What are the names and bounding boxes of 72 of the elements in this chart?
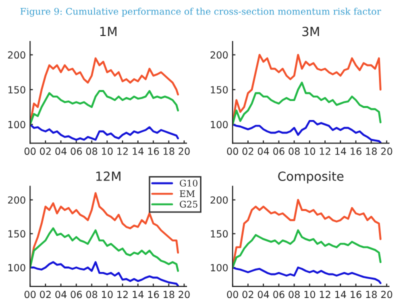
x-tick-label: 14 bbox=[335, 148, 346, 155]
line-series bbox=[30, 227, 179, 272]
y-tick-label: 200 bbox=[8, 51, 26, 59]
x-tick-label: 04 bbox=[55, 290, 67, 298]
x-tick-label: 18 bbox=[366, 148, 377, 155]
x-tick-label: 00 bbox=[227, 148, 238, 155]
line-series bbox=[30, 90, 179, 126]
x-tick-label: 02 bbox=[40, 290, 51, 298]
x-tick-label: 08 bbox=[288, 148, 300, 155]
x-tick-label: 12 bbox=[117, 148, 128, 155]
x-tick-label: 04 bbox=[55, 148, 67, 155]
x-tick-label: 02 bbox=[242, 148, 254, 155]
y-tick-label: 200 bbox=[8, 196, 26, 204]
line-series bbox=[232, 82, 382, 126]
x-tick-label: 08 bbox=[86, 290, 98, 298]
y-tick-label: 100 bbox=[8, 264, 26, 272]
x-tick-label: 06 bbox=[70, 290, 82, 298]
line-series bbox=[30, 123, 179, 141]
x-tick-label: 18 bbox=[164, 148, 174, 155]
x-tick-label: 20 bbox=[381, 148, 392, 155]
x-tick-label: 00 bbox=[24, 148, 36, 155]
y-tick-label: 150 bbox=[8, 86, 26, 94]
x-tick-label: 16 bbox=[148, 290, 159, 298]
x-tick-label: 14 bbox=[132, 148, 144, 155]
x-tick-label: 06 bbox=[70, 148, 82, 155]
x-tick-label: 04 bbox=[258, 290, 270, 298]
x-tick-label: 02 bbox=[40, 148, 51, 155]
x-tick-label: 12 bbox=[320, 290, 330, 298]
x-tick-label: 10 bbox=[102, 148, 113, 155]
x-tick-label: 10 bbox=[304, 290, 316, 298]
line-series bbox=[232, 266, 382, 284]
x-tick-label: 00 bbox=[24, 290, 36, 298]
x-tick-label: 16 bbox=[350, 290, 362, 298]
y-tick-label: 150 bbox=[210, 86, 228, 94]
line-series bbox=[232, 229, 382, 268]
y-tick-label: 200 bbox=[210, 196, 228, 204]
x-tick-label: 14 bbox=[335, 290, 346, 298]
chart-title: 1M bbox=[100, 26, 116, 36]
chart-title: 3M bbox=[302, 26, 319, 36]
x-tick-label: 12 bbox=[117, 290, 128, 298]
y-tick-label: 100 bbox=[8, 120, 26, 128]
legend-label: EM bbox=[180, 190, 195, 197]
x-tick-label: 10 bbox=[102, 290, 113, 298]
y-tick-label: 100 bbox=[210, 120, 228, 128]
y-tick-label: 150 bbox=[210, 230, 228, 238]
x-tick-label: 12 bbox=[320, 148, 330, 155]
x-tick-label: 10 bbox=[304, 148, 316, 155]
x-tick-label: 16 bbox=[350, 148, 362, 155]
legend-label: G25 bbox=[180, 200, 198, 208]
x-tick-label: 16 bbox=[148, 148, 159, 155]
x-tick-label: 00 bbox=[227, 290, 238, 298]
x-tick-label: 08 bbox=[86, 148, 98, 155]
x-tick-label: 20 bbox=[381, 290, 392, 298]
line-series bbox=[232, 120, 382, 144]
line-series bbox=[30, 261, 179, 286]
x-tick-label: 08 bbox=[288, 290, 300, 298]
x-tick-label: 14 bbox=[132, 290, 144, 298]
x-tick-label: 20 bbox=[178, 290, 190, 298]
x-tick-label: 04 bbox=[258, 148, 270, 155]
x-tick-label: 20 bbox=[178, 148, 190, 155]
x-tick-label: 02 bbox=[242, 290, 254, 298]
x-tick-label: 06 bbox=[273, 148, 284, 155]
x-tick-label: 06 bbox=[273, 290, 284, 298]
y-tick-label: 100 bbox=[210, 264, 228, 272]
y-tick-label: 150 bbox=[8, 230, 26, 238]
legend-label: G10 bbox=[180, 180, 198, 187]
chart-title: 12M bbox=[96, 172, 120, 181]
y-tick-label: 200 bbox=[210, 51, 228, 59]
caption: Figure 9: Cumulative performance of the cross-section momentum risk factor bbox=[20, 8, 382, 17]
chart-title: Composite bbox=[278, 171, 344, 184]
x-tick-label: 18 bbox=[366, 290, 377, 298]
x-tick-label: 18 bbox=[164, 290, 174, 298]
